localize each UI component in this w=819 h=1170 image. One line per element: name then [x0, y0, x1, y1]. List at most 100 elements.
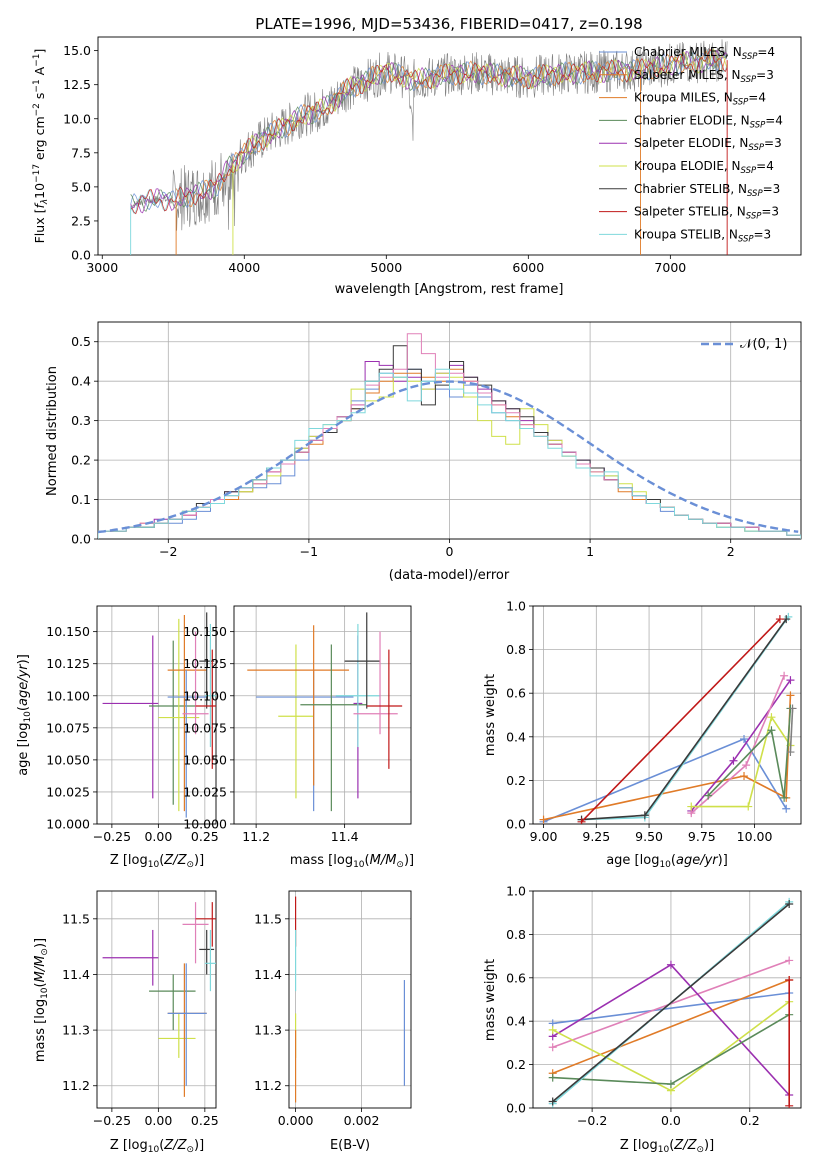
label-part: Z/Z [163, 1138, 187, 1153]
ylabel-part: erg cm [32, 116, 47, 164]
label-part: ⊙ [186, 1145, 194, 1155]
axes-residual_hist: −2 −1 0 1 2 0.0 0.1 0.2 0.3 0.4 0.5 𝒩(0, 1) (data-mo… [45, 321, 802, 583]
ylabel-part: −1 [32, 79, 42, 92]
weight-line-green [707, 708, 792, 798]
ylabel-part: s [32, 93, 47, 104]
y-tick-label: 10.100 [183, 688, 227, 703]
axes-massweight_vs_Z: −0.2 0.0 0.2 0.0 0.2 0.4 0.6 0.8 1.0 Z [log10(Z/Z… [483, 884, 802, 1155]
legend-label-6: Chabrier STELIB, NSSP=3 [634, 182, 780, 199]
age-vs-mass-xlabel: mass [log10(M/M⊙)] [290, 853, 414, 870]
x-tick-label: 0.0 [661, 1113, 681, 1128]
plot-area-age_vs_Z [102, 612, 216, 818]
weight-marker-yellow [767, 713, 776, 722]
legend-n: , N [733, 113, 750, 127]
label-part: mass [log [290, 853, 353, 868]
plot-area-massweight_vs_age [539, 612, 797, 824]
axes-frame [96, 605, 217, 825]
y-tick-label: 7.5 [71, 145, 91, 160]
hist-legend-label: 𝒩(0, 1) [740, 337, 787, 352]
weight-marker-orange [786, 691, 795, 700]
weight-marker-purple [666, 960, 675, 969]
plot-area-age_vs_mass [247, 612, 403, 812]
errorbar-point-yellow [158, 618, 200, 812]
legend-label-2: Kroupa MILES, NSSP=4 [634, 91, 766, 108]
y-tick-label: 0.4 [71, 374, 91, 389]
weight-marker-yellow [744, 802, 753, 811]
axes-frame [532, 605, 802, 825]
spectrum-model-purple [130, 49, 728, 214]
label-part: 10 [40, 987, 50, 999]
label-part: 10 [23, 711, 33, 723]
mw-Z-ylabel: mass weight [483, 959, 498, 1041]
y-tick-label: 10.000 [183, 817, 227, 832]
weight-marker-green [548, 1073, 557, 1082]
legend-nssp: =3 [764, 136, 782, 150]
weight-marker-purple [786, 676, 795, 685]
x-tick-label: −0.2 [577, 1113, 607, 1128]
axes-frame [96, 890, 217, 1109]
y-tick-label: 10.125 [46, 656, 90, 671]
y-tick-label: 0.0 [506, 817, 526, 832]
label-part: )] [718, 853, 728, 868]
weight-marker-gray [786, 748, 795, 757]
weight-marker-orange [539, 815, 548, 824]
legend-text: Salpeter STELIB [634, 205, 729, 219]
weight-marker-green [666, 1080, 675, 1089]
legend-label-3: Chabrier ELODIE, NSSP=4 [634, 113, 783, 130]
x-tick-label: 11.2 [242, 829, 270, 844]
hist-xlabel: (data-model)/error [389, 568, 510, 583]
y-tick-label: 11.4 [62, 967, 90, 982]
legend-nssp: =4 [765, 113, 783, 127]
label-part: 10 [353, 860, 365, 870]
y-tick-label: 0.8 [506, 927, 526, 942]
x-tick-label: 4000 [228, 260, 260, 275]
y-tick-label: 10.050 [46, 752, 90, 767]
y-tick-label: 11.5 [62, 911, 90, 926]
x-tick-label: 0.25 [191, 1113, 219, 1128]
errorbar-point-cyan [204, 623, 216, 748]
y-tick-label: 10.150 [183, 624, 227, 639]
y-tick-label: 11.2 [62, 1078, 90, 1093]
errorbar-point-purple [102, 929, 159, 986]
label-part: age [log [606, 853, 659, 868]
label-part: mass [log [33, 999, 48, 1062]
legend-label-0: Chabrier MILES, NSSP=4 [634, 45, 775, 62]
hist-ylabel: Normed distribution [45, 366, 60, 496]
legend-sub: SSP [733, 98, 749, 108]
y-tick-label: 0.2 [506, 1057, 526, 1072]
errorbar-point-blue [256, 670, 354, 812]
x-tick-label: 0.000 [278, 1113, 314, 1128]
weight-line-red [580, 618, 781, 823]
weight-marker-pink [780, 671, 789, 680]
spectrum-model-yellow [232, 48, 728, 172]
y-tick-label: 5.0 [71, 179, 91, 194]
errorbar-point-red [366, 649, 403, 769]
legend-n: , N [724, 68, 741, 82]
spectrum-xlabel: wavelength [Angstrom, rest frame] [335, 282, 564, 297]
x-tick-label: −0.25 [93, 829, 131, 844]
axes-frame [532, 890, 802, 1109]
mw-age-xlabel: age [log10(age/yr)] [606, 853, 728, 870]
errorbar-point-red [195, 649, 216, 769]
y-tick-label: 12.5 [63, 77, 91, 92]
legend-label-8: Kroupa STELIB, NSSP=3 [634, 227, 771, 244]
spectrum-model-blue [130, 52, 728, 211]
errorbar-point-blue [167, 670, 207, 818]
weight-marker-red [785, 1101, 794, 1108]
legend-text: Salpeter MILES [634, 68, 724, 82]
plot-area-residual_hist [98, 333, 801, 539]
legend-n: , N [716, 91, 733, 105]
spectrum-data-line [130, 39, 728, 231]
legend-text: Kroupa ELODIE [634, 159, 724, 173]
y-tick-label: 10.150 [46, 624, 90, 639]
label-part: ( [159, 853, 164, 868]
legend-nssp: =3 [756, 68, 774, 82]
y-tick-label: 1.0 [506, 884, 526, 899]
weight-marker-green [704, 791, 713, 800]
label-part: 10 [658, 1145, 670, 1155]
x-tick-label: 2 [727, 544, 735, 559]
spectrum-ylabel: Flux [fλ10−17 erg cm−2 s−1 A−1] [32, 49, 50, 244]
legend-label-4: Salpeter ELODIE, NSSP=3 [634, 136, 782, 153]
legend-text: Chabrier MILES [634, 45, 725, 59]
